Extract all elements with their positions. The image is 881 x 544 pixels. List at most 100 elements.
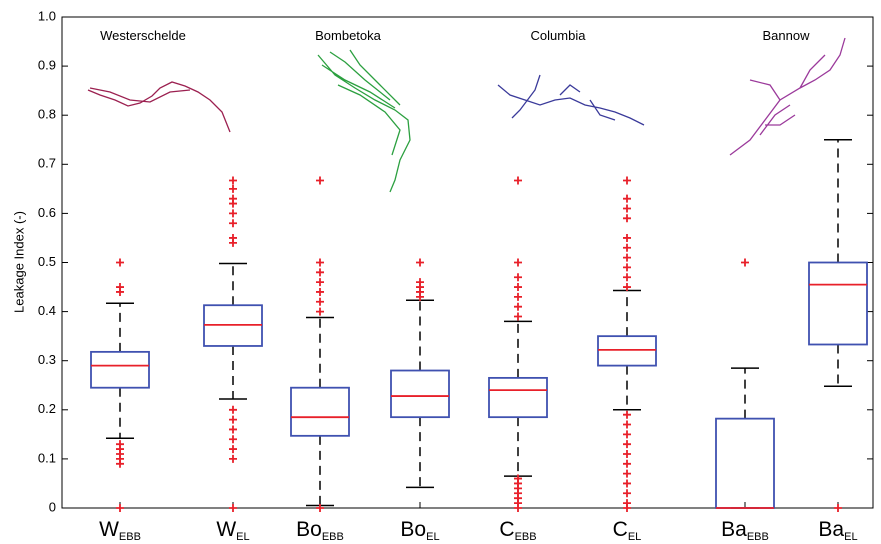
box xyxy=(597,335,657,367)
category-subscript: EBB xyxy=(747,531,769,543)
category-subscript: EL xyxy=(426,531,439,543)
flier xyxy=(514,176,522,185)
category-subscript: EL xyxy=(236,531,249,543)
flier xyxy=(316,307,324,316)
category-subscript: EL xyxy=(628,531,641,543)
flier xyxy=(623,233,631,242)
flier xyxy=(514,302,522,311)
flier xyxy=(229,199,237,208)
y-tick-label: 0.1 xyxy=(38,450,56,465)
flier xyxy=(229,454,237,463)
category-label: Bo xyxy=(296,518,322,541)
flier xyxy=(514,504,522,512)
flier xyxy=(229,184,237,193)
river-sketches xyxy=(87,37,846,193)
x-tick-label: CEBB xyxy=(499,518,536,543)
x-tick-label: BaEL xyxy=(818,518,857,543)
flier xyxy=(229,415,237,424)
box xyxy=(290,386,350,437)
flier xyxy=(229,445,237,454)
flier xyxy=(623,420,631,429)
flier xyxy=(229,405,237,414)
flier xyxy=(623,440,631,449)
flier xyxy=(116,504,124,512)
bannow-sketch xyxy=(729,37,846,156)
flier xyxy=(316,268,324,277)
category-label: W xyxy=(216,518,236,541)
estuary-label: Bombetoka xyxy=(315,28,382,43)
flier xyxy=(416,258,424,267)
flier xyxy=(623,253,631,262)
flier xyxy=(229,238,237,247)
category-subscript: EL xyxy=(844,531,857,543)
y-tick-label: 0.6 xyxy=(38,205,56,220)
flier xyxy=(316,258,324,267)
flier xyxy=(316,504,324,512)
box xyxy=(488,376,548,419)
flier xyxy=(514,283,522,292)
y-tick-label: 0.9 xyxy=(38,58,56,73)
category-subscript: EBB xyxy=(119,531,141,543)
flier xyxy=(316,278,324,287)
flier xyxy=(623,176,631,185)
flier xyxy=(514,258,522,267)
x-tick-label: WEL xyxy=(216,518,249,543)
box xyxy=(90,350,150,389)
category-subscript: EBB xyxy=(322,531,344,543)
flier xyxy=(623,410,631,419)
westerschelde-sketch xyxy=(87,81,231,133)
y-tick-label: 0.5 xyxy=(38,254,56,269)
flier xyxy=(316,297,324,306)
flier xyxy=(623,263,631,272)
flier xyxy=(741,258,749,267)
flier xyxy=(623,214,631,223)
flier xyxy=(116,459,124,468)
category-label: Ba xyxy=(721,518,747,541)
y-tick-label: 1.0 xyxy=(38,8,56,23)
x-tick-label: BoEL xyxy=(400,518,439,543)
flier xyxy=(229,504,237,512)
flier xyxy=(623,194,631,203)
x-tick-label: BaEBB xyxy=(721,518,769,543)
flier xyxy=(116,287,124,296)
box xyxy=(808,261,868,346)
y-tick-label: 0.8 xyxy=(38,107,56,122)
flier xyxy=(229,425,237,434)
flier xyxy=(514,292,522,301)
flier xyxy=(229,176,237,185)
flier xyxy=(834,504,842,512)
flier xyxy=(623,489,631,498)
flier xyxy=(316,287,324,296)
flier xyxy=(623,469,631,478)
flier xyxy=(116,258,124,267)
westerschelde-sketch xyxy=(89,87,191,103)
flier xyxy=(623,479,631,488)
y-tick-label: 0.2 xyxy=(38,401,56,416)
category-subscript: EBB xyxy=(515,531,537,543)
estuary-label: Westerschelde xyxy=(100,28,186,43)
flier xyxy=(514,312,522,321)
flier xyxy=(316,176,324,185)
flier xyxy=(416,292,424,301)
estuary-label: Bannow xyxy=(763,28,811,43)
bombetoka-sketch xyxy=(317,49,411,193)
flier xyxy=(623,243,631,252)
flier xyxy=(229,219,237,228)
y-tick-label: 0.4 xyxy=(38,303,56,318)
flier xyxy=(514,273,522,282)
box xyxy=(390,369,450,419)
category-label: Bo xyxy=(400,518,426,541)
y-tick-label: 0.7 xyxy=(38,156,56,171)
y-tick-label: 0 xyxy=(49,499,56,514)
category-label: C xyxy=(499,518,514,541)
y-tick-label: 0.3 xyxy=(38,352,56,367)
flier xyxy=(623,504,631,512)
box xyxy=(715,417,775,509)
columbia-sketch xyxy=(497,74,645,126)
category-label: C xyxy=(613,518,628,541)
x-tick-label: CEL xyxy=(613,518,642,543)
x-tick-label: WEBB xyxy=(99,518,141,543)
estuary-label: Columbia xyxy=(531,28,587,43)
flier xyxy=(623,204,631,213)
